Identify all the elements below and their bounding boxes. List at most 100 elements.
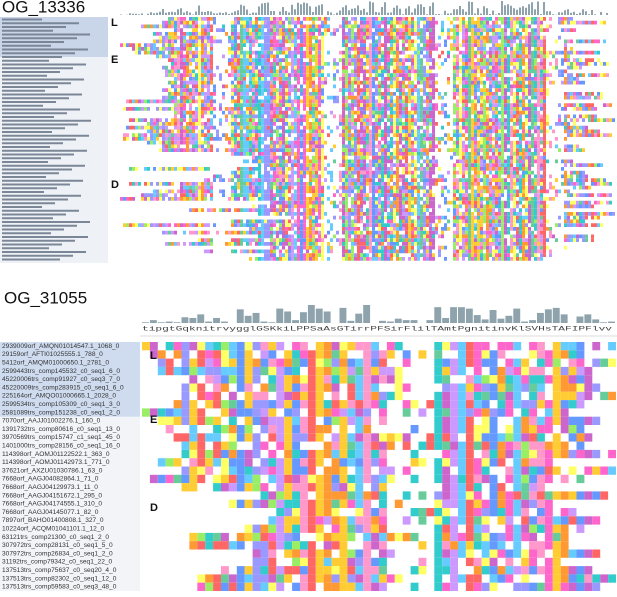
residue (351, 144, 354, 149)
residue (147, 182, 150, 186)
residue (162, 88, 165, 92)
name-placeholder (2, 82, 71, 85)
residue (573, 103, 576, 107)
residue (201, 43, 204, 47)
residue (417, 17, 420, 21)
residue (252, 28, 255, 32)
name-placeholder (2, 127, 65, 130)
residue (303, 54, 306, 59)
residue (357, 174, 360, 179)
residue (384, 170, 387, 175)
residue (318, 137, 321, 141)
residue (201, 50, 204, 55)
residue (486, 182, 489, 186)
residue (405, 137, 408, 141)
residue (534, 178, 537, 182)
residue (432, 122, 435, 126)
residue (426, 47, 429, 51)
residue (348, 167, 351, 171)
residue (480, 167, 483, 171)
residue (207, 65, 210, 70)
residue (585, 58, 588, 62)
residue (282, 148, 285, 152)
residue (162, 24, 165, 29)
residue (366, 103, 369, 107)
residue (393, 50, 396, 55)
residue (243, 110, 246, 115)
residue (372, 110, 375, 115)
residue (342, 62, 345, 66)
residue (192, 118, 195, 122)
residue (177, 148, 180, 152)
residue (357, 140, 360, 145)
residue (270, 99, 273, 104)
residue (345, 99, 348, 104)
residue (315, 152, 318, 156)
residue (201, 39, 204, 44)
residue (294, 65, 297, 70)
residue (303, 137, 306, 141)
residue (540, 118, 543, 122)
residue (414, 73, 417, 77)
residue (489, 167, 492, 171)
residue (486, 92, 489, 96)
residue (360, 62, 363, 66)
residue (390, 24, 393, 29)
residue (324, 167, 327, 171)
residue (150, 140, 153, 145)
residue (525, 32, 528, 36)
residue (288, 159, 291, 164)
residue (393, 58, 396, 62)
residue (303, 35, 306, 40)
residue (567, 54, 570, 59)
residue (237, 103, 240, 107)
residue (555, 178, 558, 182)
residue (393, 77, 396, 81)
residue (579, 163, 582, 167)
residue (522, 129, 525, 134)
residue (453, 17, 456, 21)
residue (168, 122, 171, 126)
residue (453, 92, 456, 96)
residue (246, 103, 249, 107)
residue (462, 50, 465, 55)
residue (297, 152, 300, 156)
residue (474, 20, 477, 25)
residue (414, 62, 417, 66)
residue (261, 185, 264, 190)
residue (144, 43, 147, 47)
residue (411, 24, 414, 29)
residue (405, 24, 408, 29)
residue (348, 125, 351, 130)
residue (354, 110, 357, 115)
residue (453, 43, 456, 47)
residue (339, 133, 342, 137)
residue (342, 69, 345, 74)
residue (360, 95, 363, 100)
residue (534, 39, 537, 44)
residue (519, 32, 522, 36)
residue (525, 65, 528, 70)
residue (420, 69, 423, 74)
residue (264, 99, 267, 104)
residue (315, 174, 318, 179)
residue (168, 167, 171, 171)
residue (345, 167, 348, 171)
residue (549, 140, 552, 145)
residue (204, 103, 207, 107)
residue (414, 24, 417, 29)
residue (480, 17, 483, 21)
residue (258, 77, 261, 81)
residue (258, 167, 261, 171)
residue (573, 80, 576, 85)
residue (258, 32, 261, 36)
residue (192, 110, 195, 115)
residue (522, 148, 525, 152)
residue (438, 95, 441, 100)
residue (522, 80, 525, 85)
residue (255, 80, 258, 85)
residue (414, 133, 417, 137)
residue (249, 65, 252, 70)
residue (393, 65, 396, 70)
residue (297, 163, 300, 167)
